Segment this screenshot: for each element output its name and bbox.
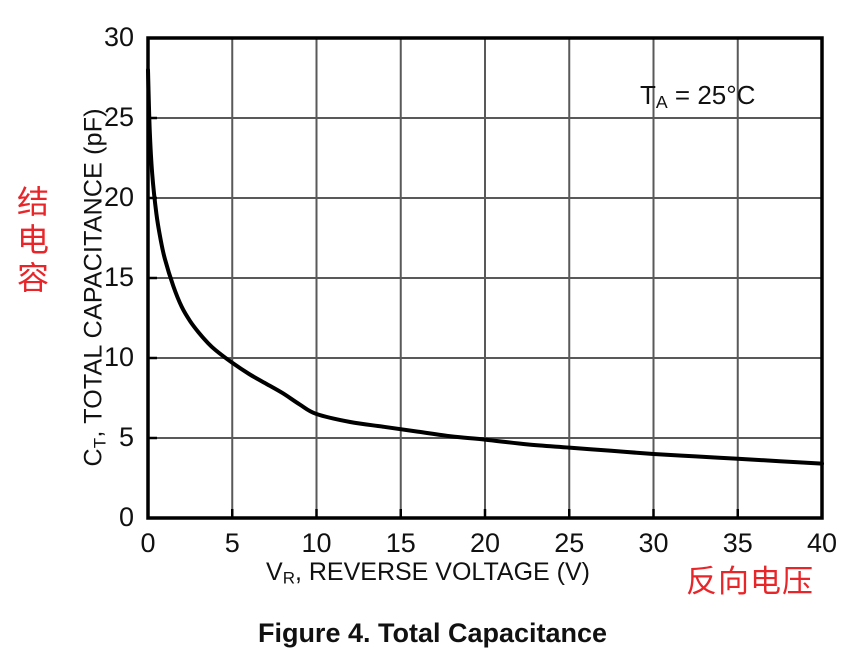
figure-caption: Figure 4. Total Capacitance — [257, 618, 608, 648]
y-tick-label: 15 — [103, 262, 134, 292]
x-axis-title: VR, REVERSE VOLTAGE (V) — [266, 558, 590, 588]
series-line — [146, 68, 824, 466]
plot-frame — [146, 36, 824, 520]
y-axis-title: CT, TOTAL CAPACITANCE (pF) — [79, 108, 110, 467]
x-tick-label: 35 — [722, 528, 753, 558]
x-tick-label: 10 — [301, 528, 332, 558]
y-tick-label: 30 — [103, 22, 134, 52]
y-tick-label: 20 — [103, 182, 134, 212]
y-tick-label: 0 — [118, 502, 134, 532]
y-tick-label: 5 — [118, 422, 134, 452]
y-tick-label: 25 — [103, 102, 134, 132]
chinese-note-y-axis: 结电容 — [12, 185, 50, 299]
x-tick-label: 0 — [140, 528, 156, 558]
x-tick-label: 40 — [806, 528, 838, 558]
chinese-note-x-axis: 反向电压 — [686, 564, 814, 600]
x-tick-label: 15 — [385, 528, 416, 558]
temperature-annotation: TA = 25°C — [640, 80, 756, 112]
x-tick-label: 5 — [224, 528, 240, 558]
data-curve — [146, 68, 824, 466]
x-tick-label: 20 — [469, 528, 501, 558]
y-tick-label: 10 — [103, 342, 134, 372]
x-tick-label: 30 — [638, 528, 669, 558]
x-tick-label: 25 — [554, 528, 585, 558]
